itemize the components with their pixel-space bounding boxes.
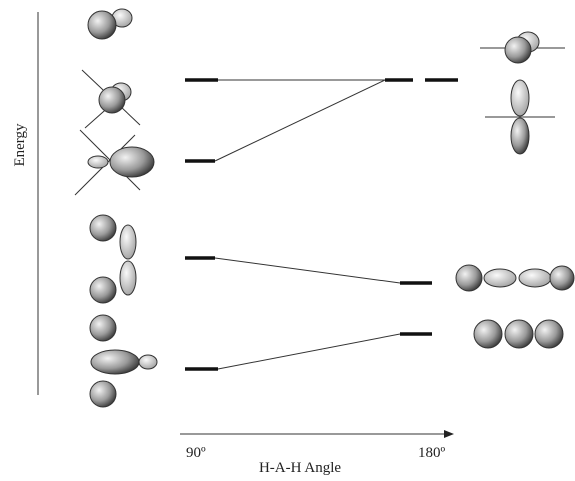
y-label: Energy [12,123,28,167]
left-orbitals [74,8,158,408]
x-end-label: 180º [418,445,446,461]
x-start-label: 90º [186,445,206,461]
right-orbitals [455,31,575,349]
levels [185,78,458,371]
x-label: H-A-H Angle [259,460,341,476]
axis-arrowhead [444,430,454,438]
